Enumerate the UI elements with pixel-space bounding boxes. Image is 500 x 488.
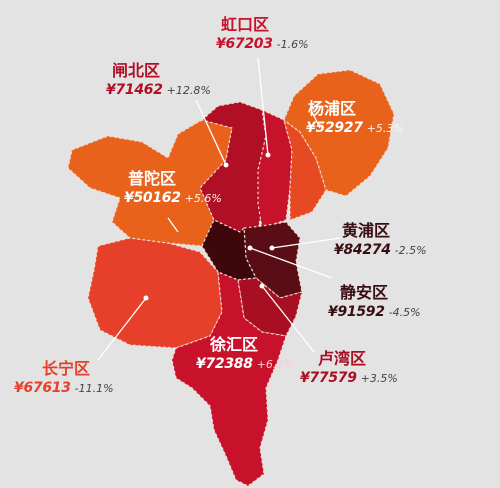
district-currency: ¥: [334, 242, 344, 259]
region-yangpu[interactable]: [283, 69, 395, 197]
leader-yangpu: [311, 111, 321, 129]
district-change: +6.2%: [256, 358, 294, 372]
district-currency: ¥: [328, 304, 338, 321]
district-price: 52927: [315, 120, 363, 137]
leader-huangpu: [271, 237, 341, 249]
district-change: -4.5%: [388, 306, 421, 320]
region-changning[interactable]: [87, 237, 223, 349]
district-change: +12.8%: [166, 84, 211, 98]
label-huangpu: 黄浦区 ¥84274 -2.5%: [334, 221, 427, 259]
district-currency: ¥: [124, 190, 134, 207]
label-changning: 长宁区 ¥67613 -11.1%: [14, 359, 114, 397]
leader-jingan: [249, 247, 333, 279]
district-price: 67613: [23, 380, 71, 397]
district-change: -2.5%: [394, 244, 427, 258]
district-price: 77579: [309, 370, 357, 387]
district-change: +5.6%: [184, 192, 222, 206]
district-change: +3.5%: [360, 372, 398, 386]
pin-hongkou: [265, 152, 271, 158]
region-luwan[interactable]: [237, 277, 303, 337]
district-change: +5.3%: [366, 122, 404, 136]
pin-jingan: [247, 245, 253, 251]
district-price: 72388: [205, 356, 253, 373]
district-currency: ¥: [306, 120, 316, 137]
district-price: 84274: [343, 242, 391, 259]
pin-huangpu: [269, 245, 275, 251]
district-currency: ¥: [196, 356, 206, 373]
region-jingan[interactable]: [201, 219, 257, 281]
label-putuo: 普陀区 ¥50162 +5.6%: [124, 169, 222, 207]
district-name: 长宁区: [42, 359, 91, 378]
district-name: 虹口区: [221, 15, 270, 34]
label-luwan: 卢湾区 ¥77579 +3.5%: [300, 349, 398, 387]
district-name: 杨浦区: [308, 99, 357, 118]
district-price: 50162: [133, 190, 181, 207]
district-name: 卢湾区: [318, 349, 367, 368]
leader-luwan: [261, 285, 315, 353]
leader-zhabei: [195, 99, 227, 166]
district-currency: ¥: [14, 380, 24, 397]
district-price: 71462: [115, 82, 163, 99]
leader-changning: [97, 297, 147, 361]
label-yangpu: 杨浦区 ¥52927 +5.3%: [306, 99, 404, 137]
district-currency: ¥: [106, 82, 116, 99]
label-xuhui: 徐汇区 ¥72388 +6.2%: [196, 335, 294, 373]
district-price: 67203: [225, 36, 273, 53]
leader-hongkou: [257, 57, 269, 156]
district-name: 静安区: [340, 283, 389, 302]
district-currency: ¥: [300, 370, 310, 387]
district-name: 黄浦区: [342, 221, 391, 240]
label-hongkou: 虹口区 ¥67203 -1.6%: [216, 15, 309, 53]
leader-putuo: [167, 217, 179, 233]
region-xuhui[interactable]: [171, 271, 287, 487]
pin-luwan: [259, 283, 265, 289]
district-change: -1.6%: [276, 38, 309, 52]
district-price: 91592: [337, 304, 385, 321]
district-name: 普陀区: [128, 169, 177, 188]
pin-zhabei: [223, 162, 229, 168]
label-zhabei: 闸北区 ¥71462 +12.8%: [106, 61, 211, 99]
district-currency: ¥: [216, 36, 226, 53]
region-huangpu[interactable]: [243, 221, 303, 299]
district-name: 徐汇区: [210, 335, 259, 354]
district-name: 闸北区: [112, 61, 161, 80]
pin-changning: [143, 295, 149, 301]
district-change: -11.1%: [74, 382, 114, 396]
label-jingan: 静安区 ¥91592 -4.5%: [328, 283, 421, 321]
